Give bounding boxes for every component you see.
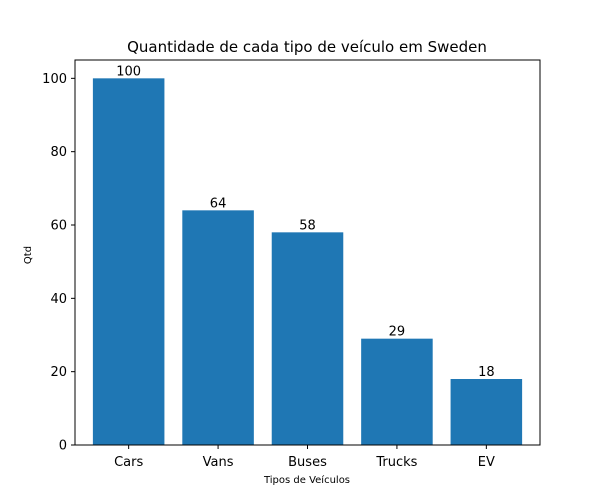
- y-tick-label: 80: [50, 145, 67, 160]
- data-label-trucks: 29: [389, 325, 406, 340]
- data-label-cars: 100: [116, 64, 141, 79]
- y-axis-ticks: 0 20 40 60 80 100: [42, 72, 75, 454]
- x-tick-label-cars: Cars: [114, 455, 143, 470]
- bar-cars: [92, 78, 165, 445]
- data-label-buses: 58: [299, 218, 316, 233]
- x-axis-ticks: Cars Vans Buses Trucks EV: [114, 445, 495, 470]
- y-tick-label: 100: [42, 72, 67, 87]
- x-tick-label-vans: Vans: [203, 455, 234, 470]
- y-tick-label: 40: [50, 292, 67, 307]
- x-tick-label-buses: Buses: [288, 455, 327, 470]
- y-axis-label: Qtd: [23, 246, 34, 264]
- y-tick-label: 60: [50, 219, 67, 234]
- x-tick-label-trucks: Trucks: [375, 455, 417, 470]
- bar-trucks: [361, 338, 433, 445]
- bar-vans: [182, 210, 254, 445]
- bar-ev: [450, 379, 523, 445]
- y-tick-label: 0: [59, 439, 67, 454]
- chart-title: Quantidade de cada tipo de veículo em Sw…: [127, 38, 487, 56]
- data-label-vans: 64: [210, 196, 227, 211]
- data-labels-group: 100 64 58 29 18: [116, 64, 494, 380]
- bars-group: [92, 78, 523, 445]
- bar-buses: [271, 232, 344, 445]
- x-tick-label-ev: EV: [478, 455, 495, 470]
- y-tick-label: 20: [50, 365, 67, 380]
- x-axis-label: Tipos de Veículos: [263, 474, 350, 486]
- data-label-ev: 18: [478, 365, 495, 380]
